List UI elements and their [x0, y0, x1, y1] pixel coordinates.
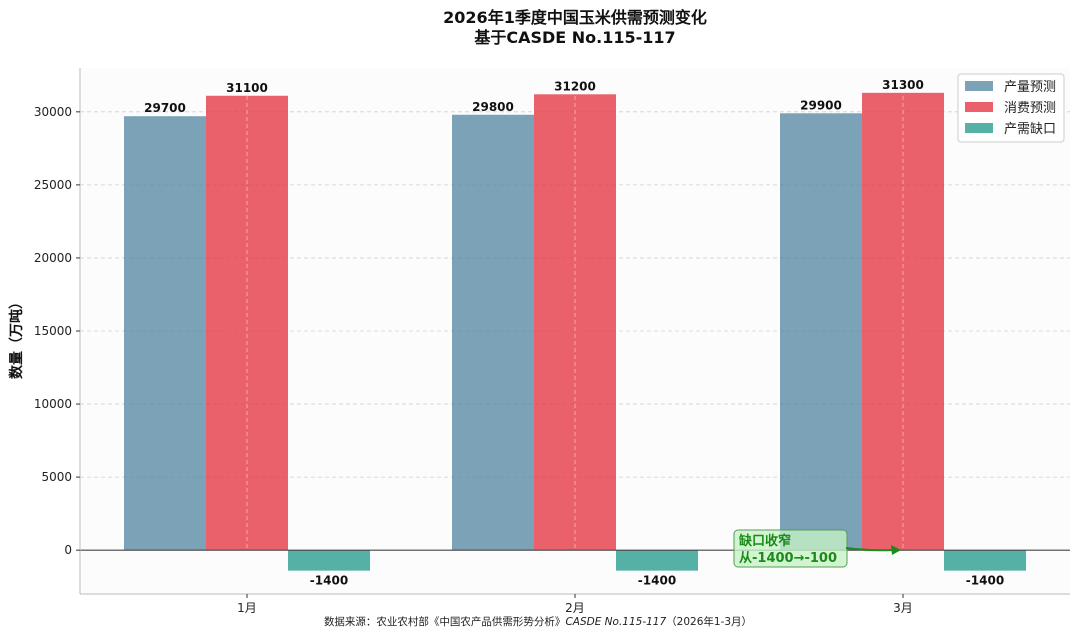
x-ticks: 1月 2月 3月	[237, 594, 913, 615]
annotation-arrowhead	[891, 545, 901, 555]
y-tick-label-5000: 5000	[41, 470, 72, 484]
chart-subtitle: 基于CASDE No.115-117	[473, 28, 675, 47]
legend-label-production: 产量预测	[1004, 80, 1056, 95]
annotation-line2: 从-1400→-100	[739, 551, 837, 566]
y-tick-label-15000: 15000	[34, 324, 72, 338]
y-tick-label-30000: 30000	[34, 105, 72, 119]
legend: 产量预测 消费预测 产需缺口	[957, 73, 1065, 143]
value-label-1-2: 31300	[882, 78, 924, 92]
source-italic: CASDE No.115-117	[565, 616, 666, 628]
value-label-2-2: -1400	[966, 574, 1004, 588]
y-ticks: 0 5000 10000 15000 20000 25000 30000	[34, 105, 80, 557]
legend-swatch-consumption	[965, 102, 993, 112]
bar-1-1	[534, 94, 616, 551]
x-tick-label-2: 3月	[893, 601, 913, 615]
gap-annotation: 缺口收窄 从-1400→-100	[733, 529, 901, 568]
chart-title: 2026年1季度中国玉米供需预测变化	[443, 8, 707, 27]
bar-1-2	[862, 92, 944, 551]
x-tick-label-1: 2月	[565, 601, 585, 615]
source-note: 数据来源：农业农村部《中国农产品供需形势分析》CASDE No.115-117（…	[324, 615, 752, 628]
value-label-1-0: 31100	[226, 81, 268, 95]
value-label-0-2: 29900	[800, 98, 842, 112]
y-tick-label-20000: 20000	[34, 251, 72, 265]
vertical-grid-lines	[246, 68, 904, 594]
value-label-2-1: -1400	[638, 574, 676, 588]
y-tick-label-10000: 10000	[34, 397, 72, 411]
value-label-1-1: 31200	[554, 79, 596, 93]
x-tick-label-0: 1月	[237, 601, 257, 615]
source-prefix: 数据来源：农业农村部《中国农产品供需形势分析》	[324, 615, 566, 628]
bar-2-1	[616, 550, 698, 571]
bars	[124, 92, 1026, 571]
value-label-2-0: -1400	[310, 574, 348, 588]
y-tick-label-25000: 25000	[34, 178, 72, 192]
bar-2-2	[944, 550, 1026, 571]
legend-label-gap: 产需缺口	[1004, 122, 1056, 137]
value-label-0-0: 29700	[144, 101, 186, 115]
annotation-line1: 缺口收窄	[738, 533, 791, 549]
legend-label-consumption: 消费预测	[1004, 101, 1056, 116]
bar-2-0	[288, 550, 370, 571]
bar-0-2	[780, 113, 862, 551]
value-labels: 29700 29800 29900 31100 31200 31300 -1400 -1400…	[80, 78, 1070, 588]
legend-swatch-production	[965, 81, 993, 91]
annotation-arrow	[845, 547, 894, 552]
value-label-0-1: 29800	[472, 100, 514, 114]
legend-swatch-gap	[965, 123, 993, 133]
y-tick-label-0: 0	[64, 543, 72, 557]
source-suffix: （2026年1-3月）	[666, 615, 752, 628]
y-axis-label: 数量（万吨）	[8, 295, 25, 379]
bar-0-0	[124, 116, 206, 551]
bar-0-1	[452, 114, 534, 551]
bar-1-0	[206, 95, 288, 551]
